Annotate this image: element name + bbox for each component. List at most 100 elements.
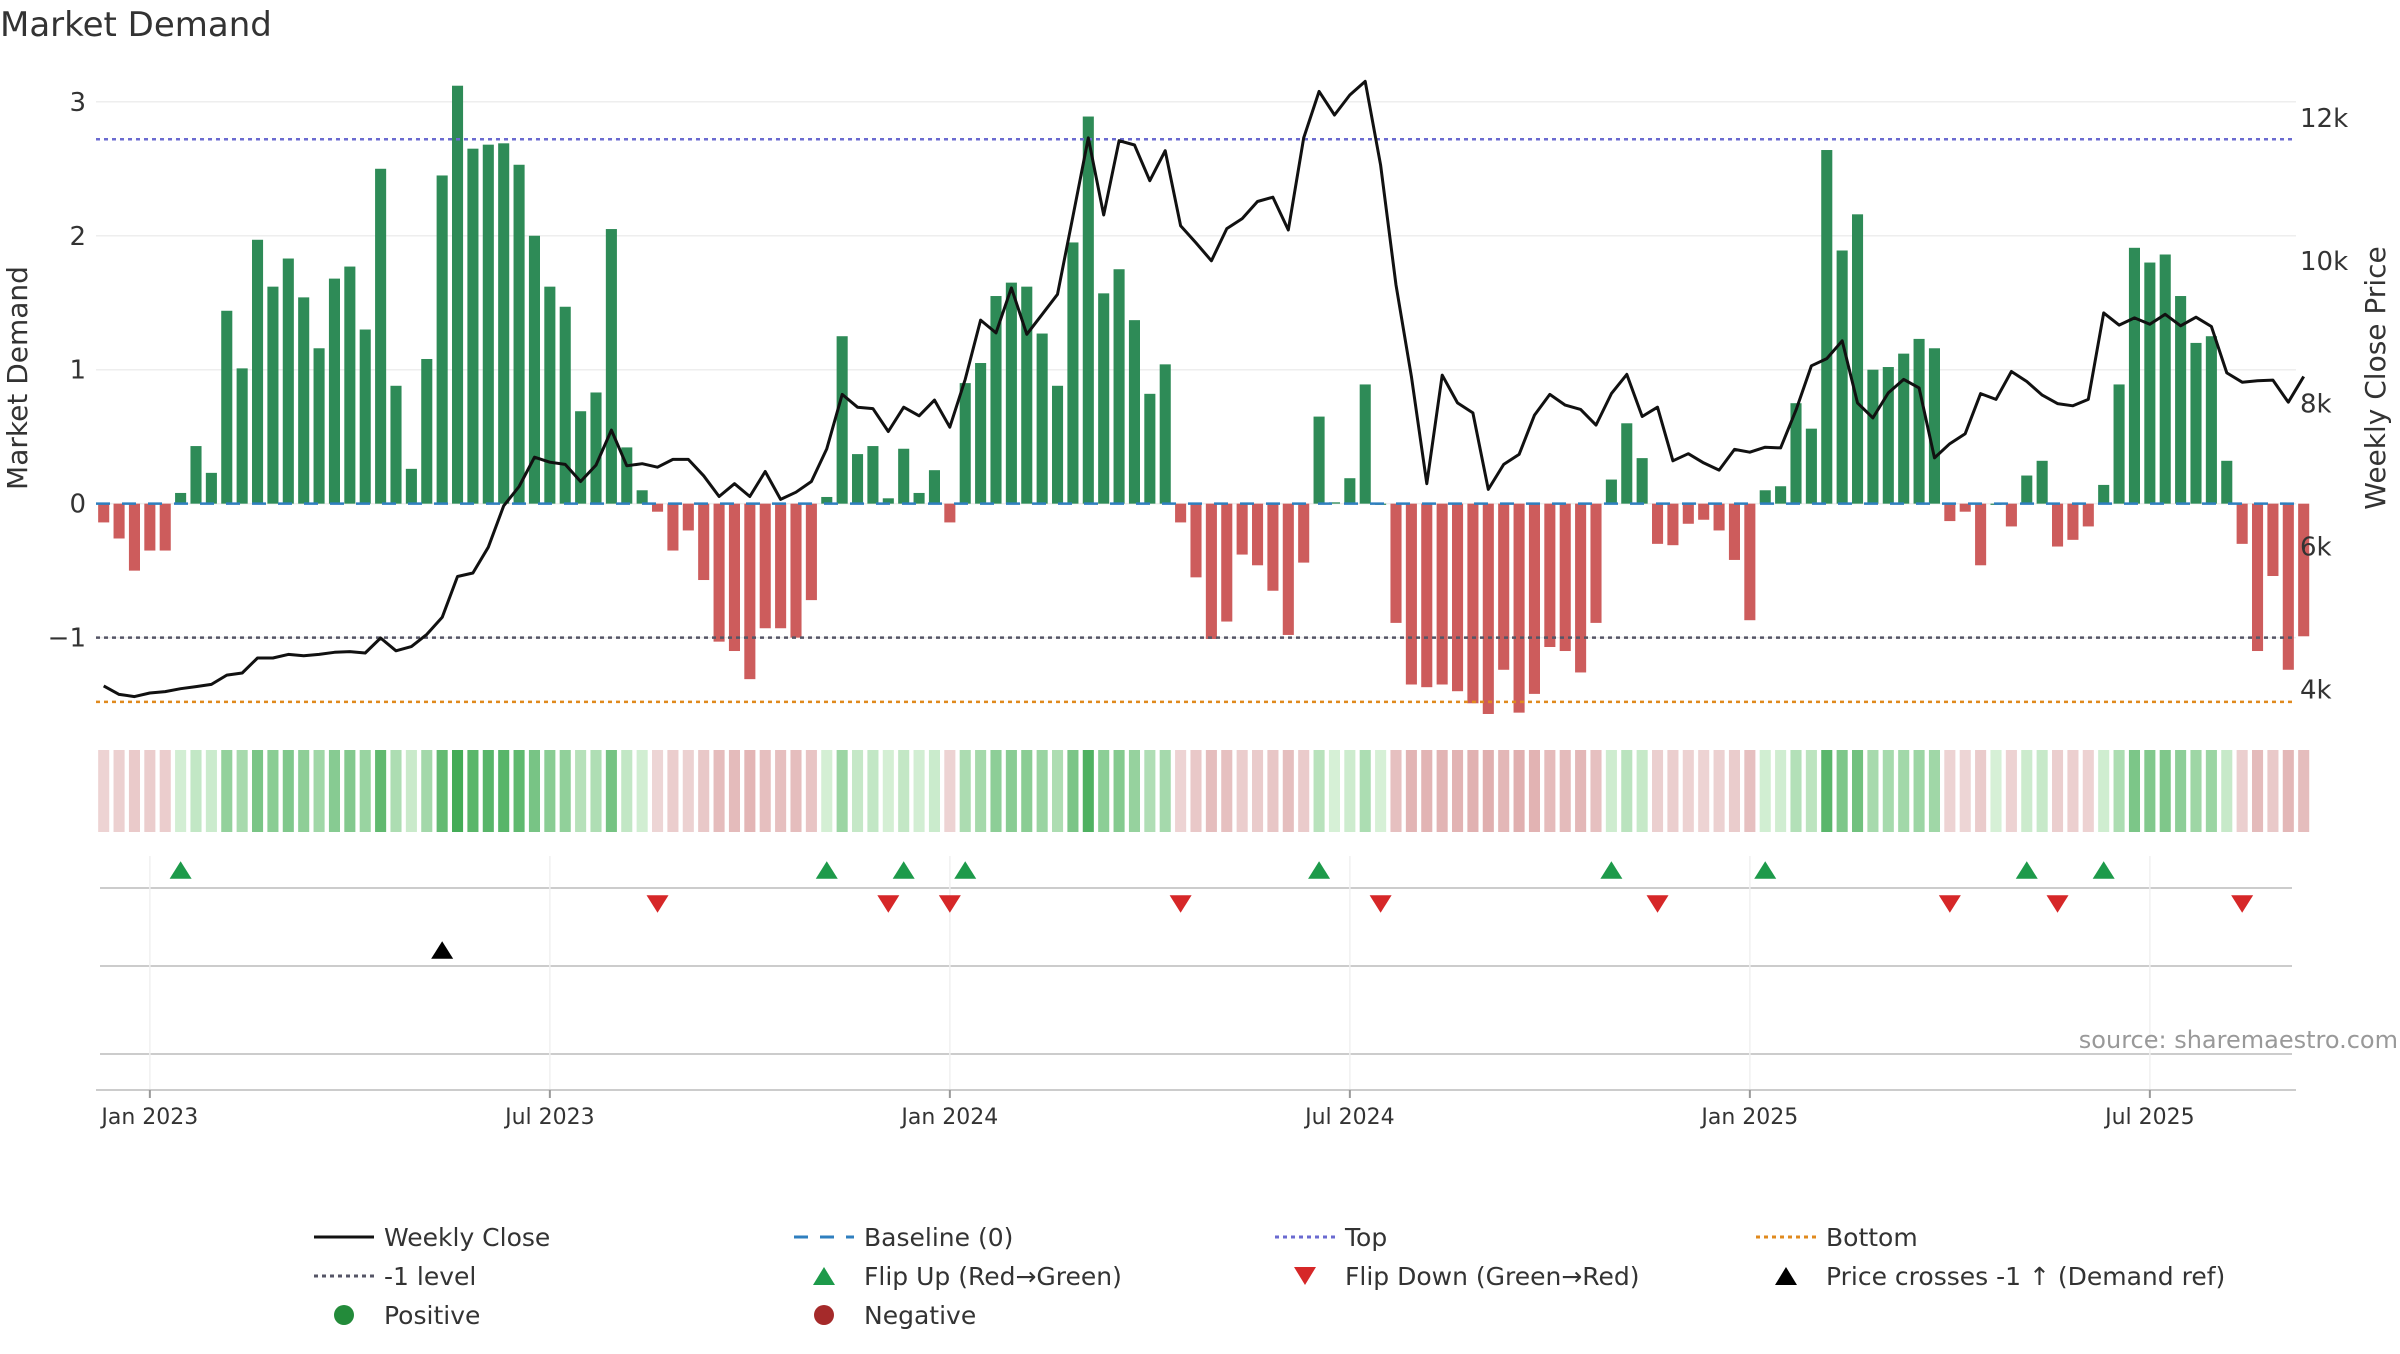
demand-bar (1713, 503, 1725, 531)
flip-down-marker (877, 895, 900, 913)
legend-label: Price crosses -1 ↑ (Demand ref) (1826, 1262, 2225, 1291)
heat-cell (390, 750, 402, 832)
demand-bar (1005, 282, 1017, 504)
demand-bar (713, 503, 725, 642)
heat-cell (267, 750, 279, 832)
heat-cell (1344, 750, 1356, 832)
demand-bar (1313, 416, 1325, 504)
heat-cell (2067, 750, 2079, 832)
flip-down-marker (2231, 895, 2254, 913)
flip-up-marker (892, 861, 915, 879)
heat-cell (421, 750, 433, 832)
demand-bar (113, 503, 125, 539)
x-axis: Jan 2023 Jul 2023 Jan 2024 Jul 2024 Jan 2025… (96, 1089, 2296, 1130)
heat-cell (1498, 750, 1510, 832)
demand-bar (728, 503, 740, 652)
flip-down-marker (1169, 895, 1192, 913)
heat-cell (898, 750, 910, 832)
heat-cell (1052, 750, 1064, 832)
heat-cell (159, 750, 171, 832)
heat-cell (636, 750, 648, 832)
demand-bar (1898, 353, 1910, 504)
heat-cell (236, 750, 248, 832)
heat-cell (836, 750, 848, 832)
heat-cell (113, 750, 125, 832)
flip-down-marker (646, 895, 669, 913)
demand-bar (1913, 338, 1925, 504)
demand-bar (1698, 503, 1710, 520)
heat-cell (1990, 750, 2002, 832)
demand-bar (1159, 364, 1171, 504)
heat-cell (590, 750, 602, 832)
heat-cell (98, 750, 110, 832)
demand-bar (621, 447, 633, 504)
heat-cell (1405, 750, 1417, 832)
demand-bar (375, 168, 387, 504)
heat-cell (1790, 750, 1802, 832)
heat-cell (1867, 750, 1879, 832)
heat-cell (1298, 750, 1310, 832)
heat-cell (821, 750, 833, 832)
heat-cell (698, 750, 710, 832)
y2-tick-label: 8k (2300, 390, 2332, 420)
legend-symbol-triangle-up (1775, 1267, 1797, 1285)
demand-bar (1082, 116, 1094, 504)
heat-cell (1313, 750, 1325, 832)
demand-bar (513, 164, 525, 504)
legend-label: Baseline (0) (864, 1223, 1013, 1252)
demand-bar (1482, 503, 1494, 714)
heat-cell (2282, 750, 2294, 832)
demand-bar (836, 336, 848, 504)
heat-cell (2236, 750, 2248, 832)
demand-bar (98, 503, 110, 523)
legend-label: -1 level (384, 1262, 476, 1291)
heat-cell (1882, 750, 1894, 832)
demand-bar (1590, 503, 1602, 623)
heat-cell (2128, 750, 2140, 832)
demand-bar (1405, 503, 1417, 685)
legend-label: Bottom (1826, 1223, 1918, 1252)
demand-bar (975, 363, 987, 504)
flip-up-marker (169, 861, 192, 879)
demand-bar (1113, 269, 1125, 504)
demand-bar (390, 385, 402, 504)
heat-cell (882, 750, 894, 832)
demand-bar (1267, 503, 1279, 591)
heat-cell (2036, 750, 2048, 832)
demand-bar (1728, 503, 1740, 560)
heat-cell (744, 750, 756, 832)
legend-label: Weekly Close (384, 1223, 550, 1252)
demand-bars (98, 85, 2310, 714)
demand-bar (2052, 503, 2064, 547)
heat-cell (2298, 750, 2310, 832)
heat-cell (1667, 750, 1679, 832)
heat-cell (405, 750, 417, 832)
heat-cell (282, 750, 294, 832)
heat-cell (144, 750, 156, 832)
heat-cell (867, 750, 879, 832)
demand-bar (2221, 460, 2233, 504)
x-tick-label: Jul 2025 (2103, 1105, 2195, 1130)
demand-bar (1098, 293, 1110, 504)
heat-cell (1959, 750, 1971, 832)
demand-bar (1852, 214, 1864, 504)
demand-bar (959, 383, 971, 504)
demand-bar (421, 358, 433, 504)
heat-cell (436, 750, 448, 832)
heat-cell (1113, 750, 1125, 832)
heat-cell (728, 750, 740, 832)
heat-cell (1759, 750, 1771, 832)
close-price-series (102, 79, 2305, 699)
demand-bar (1067, 242, 1079, 504)
demand-bar (1575, 503, 1587, 673)
heat-cell (359, 750, 371, 832)
demand-bar (1328, 502, 1340, 504)
demand-bar (1205, 503, 1217, 639)
flip-event-rows (100, 856, 2292, 1092)
demand-bar (252, 239, 264, 504)
demand-bar (698, 503, 710, 581)
demand-bar (1390, 503, 1402, 623)
demand-bar (2159, 254, 2171, 504)
heat-cell (1436, 750, 1448, 832)
